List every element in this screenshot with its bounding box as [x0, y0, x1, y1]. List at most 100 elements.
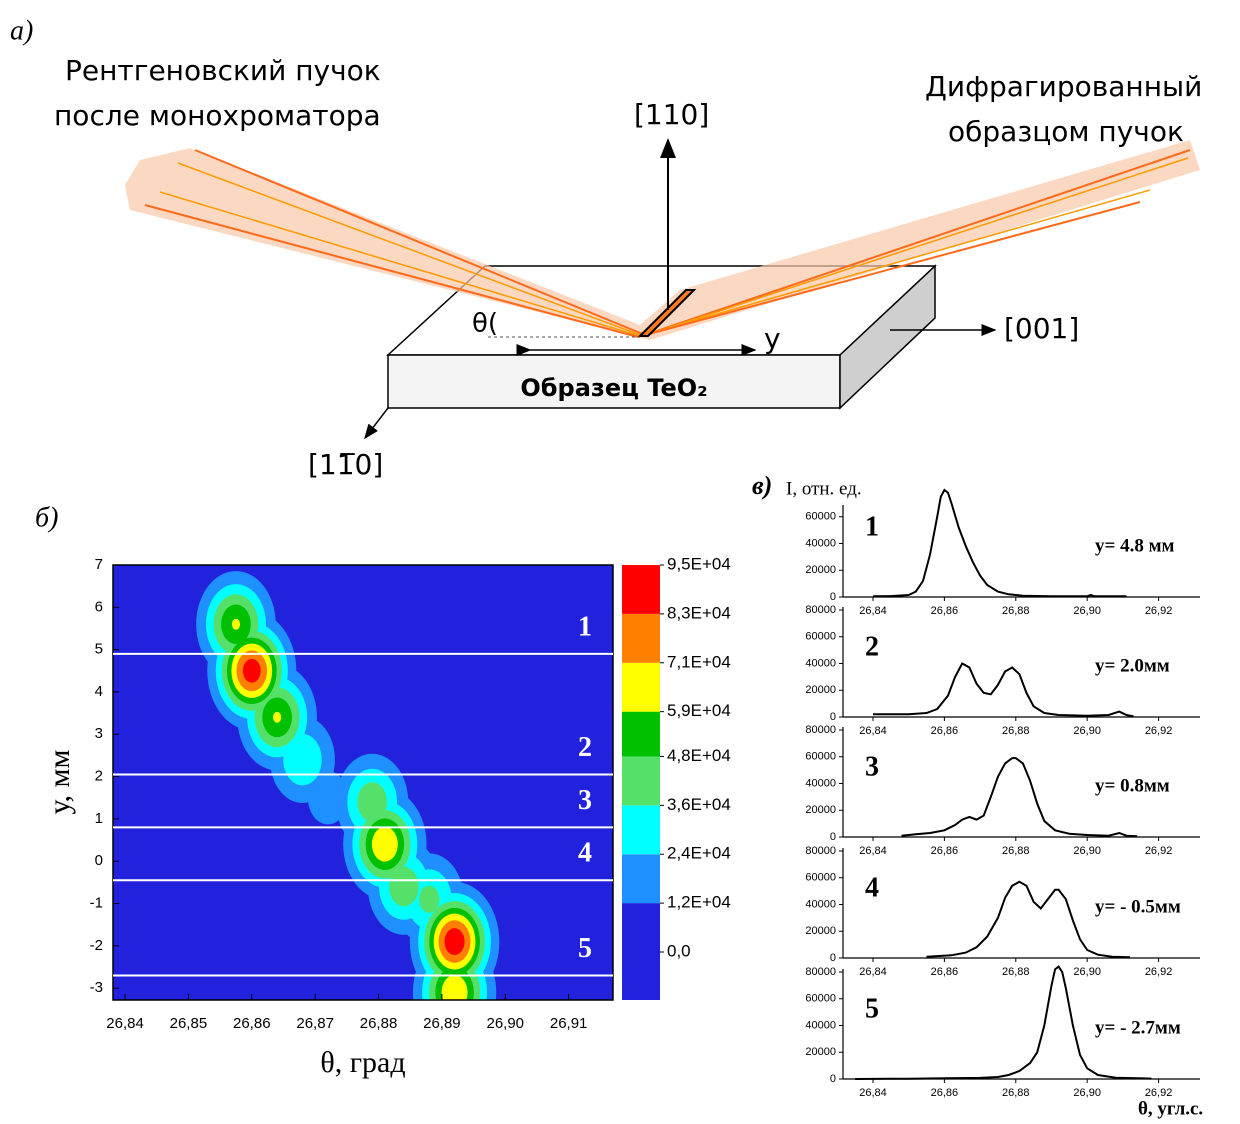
intensity-curve [855, 965, 1152, 1080]
colorbar-band [622, 613, 660, 663]
colorbar-label: 0,0 [667, 941, 691, 960]
scan-label: 2 [578, 732, 592, 763]
y-tick-label: 0 [830, 711, 836, 723]
curve-number: 3 [865, 751, 879, 782]
y-tick-label: 80000 [805, 845, 836, 857]
y-tick-label: 40000 [805, 898, 836, 910]
y-axis-title: I, отн. ед. [786, 478, 862, 499]
y-tick-label: 6 [95, 598, 103, 615]
y-tick-label: 7 [95, 556, 103, 573]
y-tick-label: 4 [95, 683, 103, 700]
colorbar-label: 8,3E+04 [667, 603, 731, 622]
contour-region [242, 658, 261, 683]
y-tick-label: 0 [830, 1073, 836, 1085]
colorbar-band [622, 756, 660, 806]
x-tick-label: 26,86 [931, 966, 959, 978]
contour-plot [113, 565, 613, 1000]
x-tick-label: 26,92 [1145, 605, 1173, 617]
axis-label: [110] [634, 98, 709, 131]
x-tick-label: 26,86 [233, 1015, 271, 1032]
scan-label: 1 [578, 611, 592, 642]
axis-label: [001] [1004, 312, 1079, 345]
y-label: y [764, 322, 781, 355]
beam-label: Дифрагированный [925, 70, 1202, 103]
x-tick-label: 26,88 [1002, 725, 1030, 737]
curve-number: 4 [865, 872, 879, 903]
contour-region [389, 866, 419, 907]
position-label: y= - 2.7мм [1095, 1017, 1181, 1038]
curve-number: 1 [865, 511, 879, 542]
beam [125, 140, 1200, 340]
sample-side [839, 264, 936, 410]
panel-label: а) [10, 15, 33, 46]
y-tick-label: 20000 [805, 804, 836, 816]
y-tick-label: 60000 [805, 872, 836, 884]
x-axis-title: θ, угл.с. [1138, 1098, 1203, 1119]
beam-label: образцом пучок [948, 115, 1184, 148]
colorbar-label: 4,8E+04 [667, 746, 731, 765]
x-tick-label: 26,88 [1002, 966, 1030, 978]
contour-region [371, 826, 398, 862]
x-tick-label: 26,86 [931, 725, 959, 737]
contour-region [273, 711, 282, 723]
y-tick-label: 20000 [805, 684, 836, 696]
y-tick-label: 3 [95, 725, 103, 742]
y-tick-label: -2 [90, 937, 103, 954]
colorbar-label: 2,4E+04 [667, 844, 731, 863]
curve-number: 2 [865, 631, 879, 662]
x-tick-label: 26,84 [106, 1015, 144, 1032]
scan-label: 4 [578, 838, 592, 869]
y-tick-label: 0 [830, 952, 836, 964]
x-tick-label: 26,89 [423, 1015, 461, 1032]
x-tick-label: 26,92 [1145, 725, 1173, 737]
scan-label: 5 [578, 933, 592, 964]
colorbar-band [622, 805, 660, 855]
contour-region [419, 885, 440, 913]
x-tick-label: 26,86 [931, 1087, 959, 1099]
y-tick-label: 40000 [805, 777, 836, 789]
position-label: y= - 0.5мм [1095, 896, 1181, 917]
x-tick-label: 26,91 [550, 1015, 588, 1032]
x-tick-label: 26,84 [859, 1087, 887, 1099]
x-tick-label: 26,90 [1073, 605, 1101, 617]
axis-label: [11̅0] [308, 448, 383, 481]
y-tick-label: -3 [90, 979, 103, 996]
colorbar-label: 9,5E+04 [667, 554, 731, 573]
intensity-curve [873, 662, 1134, 718]
colorbar-label: 1,2E+04 [667, 893, 731, 912]
arrow [364, 407, 389, 440]
y-tick-label: 40000 [805, 1019, 836, 1031]
colorbar-band [622, 711, 660, 757]
y-tick-label: 20000 [805, 1046, 836, 1058]
x-tick-label: 26,92 [1145, 966, 1173, 978]
x-tick-label: 26,88 [360, 1015, 398, 1032]
beam-label: Рентгеновский пучок [65, 54, 381, 87]
plot-frame [112, 564, 614, 1001]
colorbar-label: 7,1E+04 [667, 652, 731, 671]
x-tick-label: 26,88 [1002, 845, 1030, 857]
colorbar-band [622, 854, 660, 904]
x-tick-label: 26,84 [859, 605, 887, 617]
y-tick-label: 40000 [805, 537, 836, 549]
y-tick-label: 0 [830, 591, 836, 603]
curve-number: 5 [865, 993, 879, 1024]
colorbar-band [622, 662, 660, 712]
position-label: y= 2.0мм [1095, 655, 1170, 676]
y-tick-label: 40000 [805, 657, 836, 669]
intensity-curve [901, 757, 1138, 838]
y-tick-label: 60000 [805, 993, 836, 1005]
x-tick-label: 26,86 [931, 605, 959, 617]
scan-label: 3 [578, 785, 592, 816]
x-tick-label: 26,90 [1073, 1087, 1101, 1099]
y-tick-label: 5 [95, 641, 103, 658]
intensity-curve [872, 488, 1127, 598]
intensity-curve [926, 880, 1131, 959]
y-tick-label: 80000 [805, 604, 836, 616]
sample-label: Образец TeO₂ [520, 374, 707, 402]
x-tick-label: 26,84 [859, 725, 887, 737]
x-tick-label: 26,87 [296, 1015, 334, 1032]
x-tick-label: 26,90 [1073, 966, 1101, 978]
contour-region [444, 928, 465, 956]
